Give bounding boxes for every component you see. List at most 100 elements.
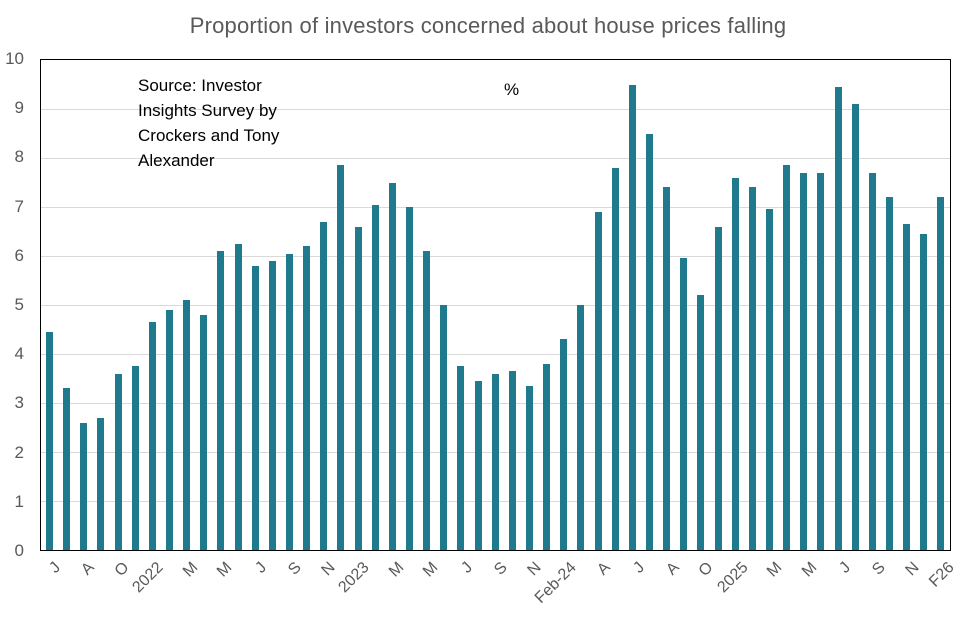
bar [303, 246, 311, 550]
bar [800, 172, 808, 550]
gridline [41, 305, 950, 306]
bar [663, 187, 671, 550]
source-note-line: Crockers and Tony [138, 126, 280, 145]
bar [80, 422, 88, 550]
x-tick-label: M [798, 559, 820, 581]
y-tick-label: 6 [14, 245, 24, 265]
bar [748, 187, 756, 550]
bar [920, 233, 928, 550]
bar [406, 207, 414, 550]
source-note: Source: Investor Insights Survey by Croc… [138, 73, 323, 173]
bar [868, 172, 876, 550]
bar [508, 371, 516, 550]
bar [491, 373, 499, 550]
bar [234, 243, 242, 550]
x-tick-label: M [179, 559, 202, 581]
bar [354, 226, 362, 550]
y-axis-labels: 0 1 2 3 4 5 6 7 8 9 10 [0, 50, 32, 560]
x-tick-label: J [836, 559, 855, 577]
x-tick-label: N [318, 559, 339, 580]
x-tick-label: F26 [925, 559, 958, 591]
bar [594, 211, 602, 550]
bar [97, 417, 105, 550]
x-tick-label: S [869, 559, 889, 579]
x-tick-label: M [764, 559, 786, 581]
x-tick-label: M [420, 559, 442, 581]
bar [628, 84, 636, 550]
x-tick-label: 2025 [713, 559, 752, 597]
bar [166, 309, 174, 550]
bar [46, 331, 54, 550]
bar [63, 388, 71, 550]
source-note-line: Source: Investor [138, 76, 262, 95]
x-tick-label: A [594, 559, 614, 579]
y-tick-label: 9 [14, 98, 24, 118]
bar [765, 209, 773, 550]
x-tick-label: N [524, 559, 545, 580]
plot-area: Source: Investor Insights Survey by Croc… [40, 59, 951, 551]
y-tick-label: 1 [14, 491, 24, 511]
bar [783, 165, 791, 550]
gridline [41, 256, 950, 257]
gridline [41, 207, 950, 208]
bar [251, 265, 259, 550]
bar [474, 380, 482, 550]
y-tick-label: 7 [14, 196, 24, 216]
gridline [41, 109, 950, 110]
bar [885, 197, 893, 550]
bar [851, 104, 859, 550]
x-tick-label: J [630, 559, 649, 577]
x-tick-label: A [78, 559, 99, 579]
chart-title: Proportion of investors concerned about … [189, 13, 787, 38]
bar [645, 133, 653, 550]
bar [457, 366, 465, 550]
bar [320, 221, 328, 550]
bar [114, 373, 122, 550]
x-tick-label: M [385, 559, 408, 581]
bar [286, 253, 294, 550]
bar [268, 260, 276, 550]
y-tick-label: 2 [14, 442, 24, 462]
bar [611, 167, 619, 550]
x-tick-label: J [252, 559, 270, 577]
y-tick-label: 3 [14, 393, 24, 413]
x-tick-label: N [902, 559, 924, 580]
y-tick-label: 5 [14, 295, 24, 314]
x-tick-label: Feb-24 [531, 559, 580, 607]
bar [217, 251, 225, 550]
bar [526, 385, 533, 550]
bar [834, 86, 842, 550]
x-tick-label: O [695, 559, 717, 580]
x-tick-label: A [662, 559, 683, 579]
x-tick-label: S [284, 559, 305, 579]
x-tick-label: O [111, 559, 133, 580]
bar [131, 366, 139, 550]
bar [937, 197, 945, 550]
bar [577, 305, 585, 550]
y-tick-label: 10 [5, 49, 24, 68]
x-tick-label: 2022 [129, 559, 167, 597]
bar [543, 363, 551, 550]
source-note-line: Alexander [138, 151, 215, 170]
x-tick-label: S [490, 559, 511, 579]
bar [371, 204, 379, 550]
bar [148, 322, 156, 550]
bar [731, 177, 739, 550]
y-tick-label: 4 [14, 344, 24, 364]
gridline [41, 354, 950, 355]
bar [337, 165, 345, 550]
bar [903, 224, 911, 550]
bar [697, 295, 705, 550]
gridline [41, 158, 950, 159]
bar [183, 300, 191, 550]
bar [388, 182, 396, 550]
bar [440, 305, 448, 550]
source-note-line: Insights Survey by [138, 101, 277, 120]
bar [560, 339, 568, 550]
bar [714, 226, 722, 550]
x-tick-label: J [45, 559, 64, 577]
bar [680, 258, 688, 550]
x-tick-label: J [458, 559, 477, 577]
x-tick-label: 2023 [335, 559, 374, 597]
